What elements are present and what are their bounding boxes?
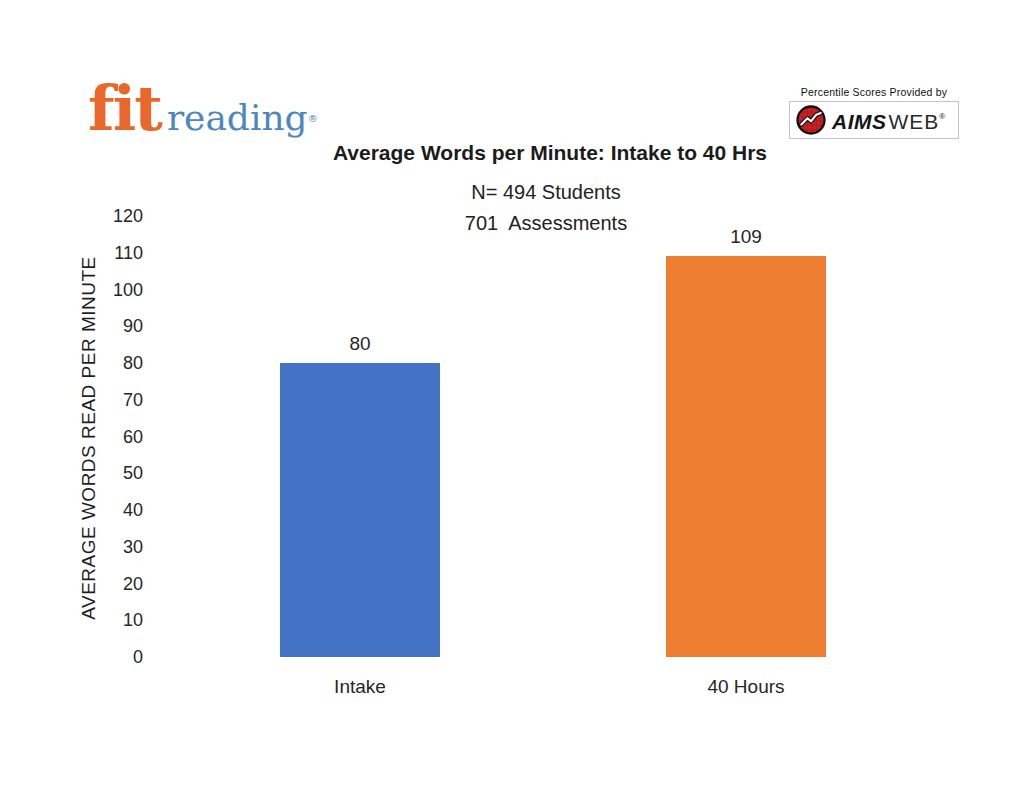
y-tick-label-90: 90 [60, 316, 143, 336]
y-tick-label-110: 110 [60, 243, 143, 263]
y-tick-label-120: 120 [60, 206, 143, 226]
y-tick-label-0: 0 [60, 647, 143, 667]
plot-area: 0 10 20 30 40 50 60 70 80 90 100 110 120 80 Intake 109 4… [0, 0, 1024, 791]
y-tick-label-10: 10 [60, 610, 143, 630]
y-tick-label-40: 40 [60, 500, 143, 520]
x-category-label-intake: Intake [280, 676, 440, 698]
y-tick-label-70: 70 [60, 390, 143, 410]
y-tick-label-60: 60 [60, 427, 143, 447]
x-category-label-40-hours: 40 Hours [666, 676, 826, 698]
bar-value-label-intake: 80 [280, 333, 440, 355]
y-tick-label-30: 30 [60, 537, 143, 557]
y-tick-label-100: 100 [60, 280, 143, 300]
y-tick-label-80: 80 [60, 353, 143, 373]
bar-intake [280, 363, 440, 657]
bar-40-hours [666, 256, 826, 657]
bar-value-label-40-hours: 109 [666, 226, 826, 248]
page: fitreading® Percentile Scores Provided b… [0, 0, 1024, 791]
y-tick-label-50: 50 [60, 463, 143, 483]
y-tick-label-20: 20 [60, 574, 143, 594]
